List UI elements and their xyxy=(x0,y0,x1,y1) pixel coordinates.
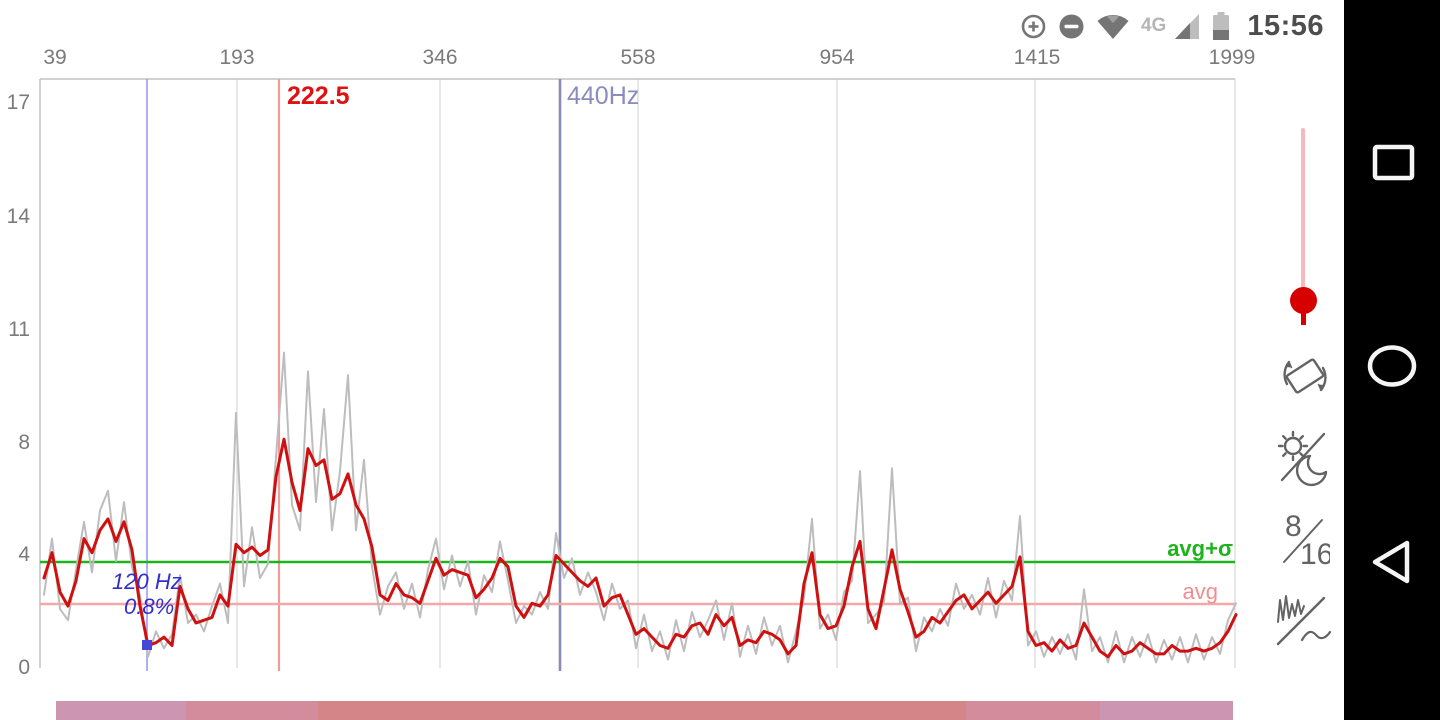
rotate-screen-button[interactable] xyxy=(1278,350,1332,402)
recents-button[interactable] xyxy=(1372,144,1415,181)
x-tick-label: 346 xyxy=(422,46,458,69)
avg-label: avg xyxy=(1182,579,1218,604)
waveform-smooth-toggle-button[interactable] xyxy=(1274,588,1334,650)
cursor-frequency-label: 120 Hz xyxy=(112,569,182,594)
spectrogram-strip-segment[interactable] xyxy=(966,701,1100,720)
x-tick-label: 39 xyxy=(43,46,67,69)
signal-strength-icon xyxy=(1173,13,1201,40)
status-bar: 4G 15:56 xyxy=(0,4,1338,48)
rotate-screen-icon xyxy=(1278,350,1332,402)
sun-moon-icon xyxy=(1274,426,1334,490)
fraction-8-16-icon: 8 16 xyxy=(1282,510,1330,568)
reference-frequency-label: 440Hz xyxy=(567,82,640,110)
svg-text:8: 8 xyxy=(1285,510,1302,543)
control-sidebar: 8 16 xyxy=(1240,0,1344,720)
clock: 15:56 xyxy=(1247,9,1324,42)
spectrogram-strip-segment[interactable] xyxy=(56,701,186,720)
wifi-icon xyxy=(1096,13,1130,40)
avg-plus-sigma-label: avg+σ xyxy=(1167,536,1233,561)
amplitude-slider-knob[interactable] xyxy=(1290,287,1317,314)
x-tick-label: 1415 xyxy=(1013,46,1061,69)
do-not-disturb-icon xyxy=(1058,13,1085,40)
y-tick-label: 4 xyxy=(18,543,30,566)
cursor-percent-label: 0.8% xyxy=(124,594,175,619)
fft-size-button[interactable]: 8 16 xyxy=(1282,510,1330,568)
spectrogram-strip-segment[interactable] xyxy=(1100,701,1233,720)
spectrogram-strip-segment[interactable] xyxy=(318,701,966,720)
back-button[interactable] xyxy=(1372,540,1410,584)
x-tick-label: 558 xyxy=(620,46,656,69)
day-night-toggle-button[interactable] xyxy=(1274,426,1334,490)
y-tick-label: 0 xyxy=(18,656,30,679)
spectrogram-strip-segment[interactable] xyxy=(186,701,318,720)
home-button[interactable] xyxy=(1367,345,1417,387)
peak-frequency-label: 222.5 xyxy=(287,82,350,110)
x-tick-label: 954 xyxy=(819,46,855,69)
waveform-icon xyxy=(1274,588,1334,650)
y-tick-label: 8 xyxy=(18,431,30,454)
android-nav-bar xyxy=(1344,0,1440,720)
y-tick-label: 17 xyxy=(6,91,30,114)
x-tick-label: 1999 xyxy=(1208,46,1256,69)
battery-icon xyxy=(1212,11,1230,41)
svg-text:16: 16 xyxy=(1300,538,1330,568)
y-tick-label: 11 xyxy=(8,318,30,341)
spectrogram-strip[interactable] xyxy=(0,701,1440,720)
y-tick-label: 14 xyxy=(6,205,30,228)
network-type-label: 4G xyxy=(1140,15,1167,36)
zoom-plus-circle-icon xyxy=(1020,13,1047,40)
x-tick-label: 193 xyxy=(219,46,255,69)
amplitude-slider-track[interactable] xyxy=(1301,128,1305,298)
